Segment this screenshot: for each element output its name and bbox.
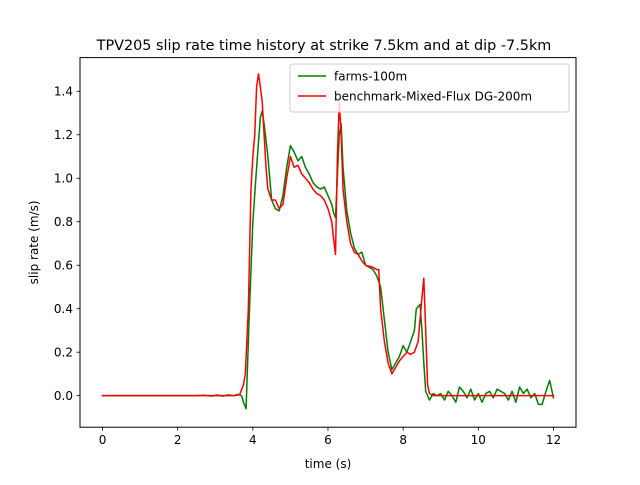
x-tick-label: 6 [324, 433, 332, 447]
x-tick-label: 12 [546, 433, 561, 447]
y-tick-label: 1.2 [54, 128, 73, 142]
x-axis-label: time (s) [305, 457, 352, 471]
x-tick-label: 10 [471, 433, 486, 447]
x-tick-label: 2 [174, 433, 182, 447]
legend-label: benchmark-Mixed-Flux DG-200m [334, 90, 532, 104]
y-tick-label: 0.6 [54, 258, 73, 272]
x-tick-label: 8 [399, 433, 407, 447]
y-tick-label: 0.0 [54, 389, 73, 403]
y-tick-label: 0.8 [54, 215, 73, 229]
y-tick-label: 0.2 [54, 345, 73, 359]
y-axis-label: slip rate (m/s) [27, 200, 41, 284]
series-line-1 [101, 110, 555, 410]
y-tick-label: 0.4 [54, 302, 73, 316]
x-axis: 0 2 4 6 8 10 12 [99, 427, 561, 447]
y-tick-label: 1.0 [54, 171, 73, 185]
chart-title: TPV205 slip rate time history at strike … [96, 38, 552, 54]
legend-box [289, 63, 570, 113]
legend-label: farms-100m [334, 70, 407, 84]
series-line-2 [101, 73, 555, 397]
legend: farms-100m benchmark-Mixed-Flux DG-200m [289, 63, 570, 113]
x-tick-label: 0 [99, 433, 107, 447]
y-tick-label: 1.4 [54, 84, 73, 98]
y-axis: 0.0 0.2 0.4 0.6 0.8 1.0 1.2 1.4 [54, 84, 80, 403]
plot-lines [101, 73, 555, 410]
x-tick-label: 4 [249, 433, 257, 447]
